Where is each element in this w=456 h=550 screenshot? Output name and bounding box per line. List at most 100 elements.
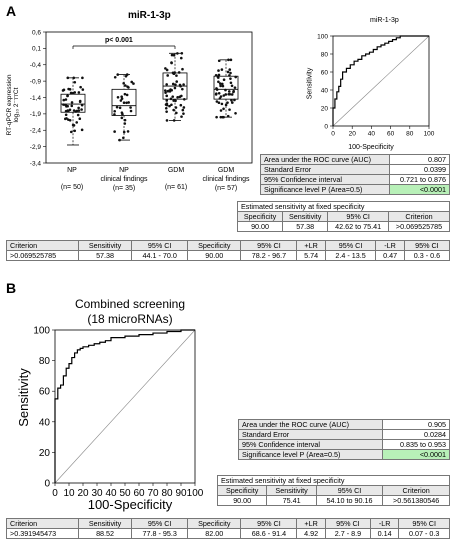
x-tick-label: 50 bbox=[119, 488, 131, 499]
data-point bbox=[222, 94, 226, 97]
data-point bbox=[227, 58, 230, 62]
data-point bbox=[171, 95, 175, 98]
data-point bbox=[66, 104, 69, 108]
roc-b-xlabel: 100-Specificity bbox=[87, 497, 173, 512]
y-tick-label: -1,4 bbox=[30, 95, 42, 102]
significance-label: p< 0.001 bbox=[105, 37, 133, 44]
data-point bbox=[120, 95, 123, 98]
data-point bbox=[176, 52, 179, 55]
data-point bbox=[113, 75, 117, 79]
y-tick-label: -0,4 bbox=[30, 62, 42, 69]
data-point bbox=[115, 105, 119, 109]
data-point bbox=[170, 61, 173, 65]
x-tick-label: 80 bbox=[406, 131, 414, 138]
data-point bbox=[179, 56, 183, 60]
data-point bbox=[77, 109, 81, 112]
data-point bbox=[80, 108, 83, 111]
data-point bbox=[123, 122, 127, 125]
y-tick-label: -1,9 bbox=[30, 111, 42, 118]
data-point bbox=[77, 106, 80, 110]
criterion-table-b: Criterion Sensitivity 95% CI Specificity… bbox=[6, 518, 450, 539]
data-point bbox=[122, 130, 126, 134]
data-point bbox=[172, 72, 175, 75]
ylabel-line1: RT-qPCR expression bbox=[6, 74, 13, 136]
data-point bbox=[172, 119, 176, 122]
x-tick-label: 80 bbox=[161, 488, 173, 499]
data-point bbox=[130, 80, 134, 84]
data-point bbox=[61, 89, 65, 92]
roc-a-ylabel: Sensitivity bbox=[306, 67, 314, 100]
data-point bbox=[177, 71, 181, 74]
data-point bbox=[224, 93, 228, 96]
data-point bbox=[182, 83, 185, 86]
x-tick-label: 90 bbox=[175, 488, 187, 499]
roc-a-xlabel: 100-Specificity bbox=[348, 144, 394, 151]
data-point bbox=[168, 104, 171, 108]
x-tick-label: 100 bbox=[424, 131, 435, 138]
data-point bbox=[164, 91, 167, 94]
data-point bbox=[66, 94, 69, 98]
data-point bbox=[179, 103, 183, 107]
data-point bbox=[122, 101, 126, 105]
data-point bbox=[221, 84, 225, 88]
data-point bbox=[78, 117, 82, 121]
y-tick-label: 40 bbox=[321, 87, 329, 94]
data-point bbox=[116, 95, 120, 99]
data-point bbox=[78, 99, 82, 103]
data-point bbox=[229, 77, 232, 80]
data-point bbox=[165, 99, 169, 102]
data-point bbox=[118, 106, 122, 110]
data-point bbox=[113, 113, 116, 116]
data-point bbox=[116, 73, 120, 76]
data-point bbox=[174, 99, 177, 103]
data-point bbox=[80, 128, 84, 132]
data-point bbox=[179, 84, 182, 88]
data-point bbox=[217, 69, 220, 72]
data-point bbox=[175, 111, 178, 115]
data-point bbox=[67, 109, 70, 113]
roc-diagonal bbox=[332, 35, 430, 127]
data-point bbox=[124, 84, 127, 87]
data-point bbox=[214, 92, 218, 95]
data-point bbox=[81, 88, 85, 91]
ylabel-line2: log₁₀ 2⁻ᴛᴛCt bbox=[13, 87, 20, 123]
data-point bbox=[172, 108, 175, 112]
data-point bbox=[120, 116, 124, 120]
data-point bbox=[226, 101, 229, 104]
data-point bbox=[227, 90, 231, 93]
data-point bbox=[69, 91, 73, 95]
data-point bbox=[181, 87, 184, 91]
x-tick-label: 100 bbox=[187, 488, 204, 499]
data-point bbox=[230, 93, 234, 96]
data-point bbox=[72, 76, 76, 80]
data-point bbox=[165, 68, 169, 72]
data-point bbox=[170, 103, 173, 107]
data-point bbox=[219, 115, 223, 119]
data-point bbox=[228, 108, 231, 111]
data-point bbox=[172, 99, 175, 102]
data-point bbox=[181, 67, 184, 71]
y-tick-label: 0,1 bbox=[32, 46, 41, 53]
data-point bbox=[214, 73, 218, 77]
data-point bbox=[178, 95, 182, 99]
data-point bbox=[180, 51, 184, 55]
data-point bbox=[68, 119, 72, 122]
y-tick-label: -3,4 bbox=[30, 160, 42, 167]
data-point bbox=[226, 70, 230, 74]
data-point bbox=[165, 119, 169, 122]
data-point bbox=[70, 104, 74, 108]
data-point bbox=[229, 58, 233, 62]
data-point bbox=[215, 115, 218, 119]
data-point bbox=[127, 86, 130, 89]
data-point bbox=[221, 82, 224, 86]
data-point bbox=[216, 76, 220, 79]
fixed-spec-table-b: Estimated sensitivity at fixed specifici… bbox=[216, 475, 450, 506]
data-point bbox=[182, 106, 186, 109]
data-point bbox=[129, 109, 133, 113]
fixed-spec-table-a: Estimated sensitivity at fixed specifici… bbox=[236, 201, 451, 232]
data-point bbox=[229, 71, 232, 75]
data-point bbox=[66, 76, 70, 80]
data-point bbox=[170, 53, 174, 57]
